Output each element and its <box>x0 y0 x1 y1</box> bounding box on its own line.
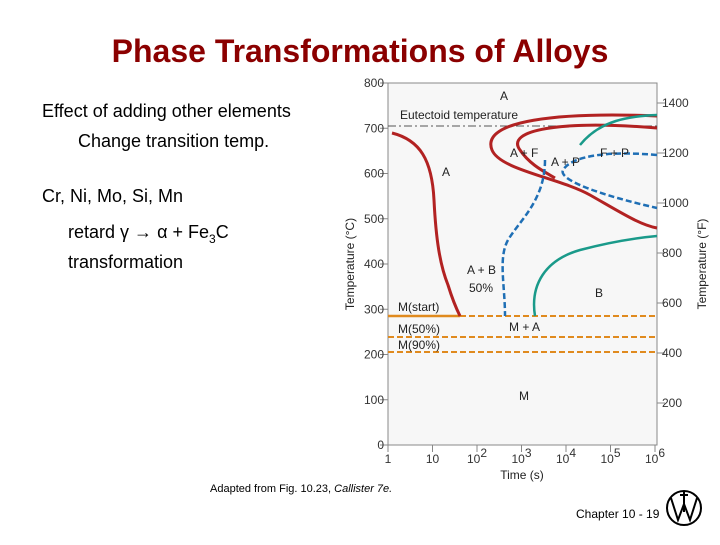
y-tick-label: 200 <box>364 348 384 362</box>
x-tick-label: 102 <box>467 446 487 466</box>
y-axis-label: Temperature (°C) <box>343 218 357 310</box>
region-label: M(start) <box>398 300 439 314</box>
x-tick-label: 103 <box>511 446 531 466</box>
x-tick-base: 10 <box>645 452 659 466</box>
region-label: A + P <box>551 155 580 169</box>
region-label: A <box>500 89 508 103</box>
footer: Chapter 10 - 19 <box>576 507 660 521</box>
y2-tick-label: 1400 <box>662 96 689 110</box>
x-ticks: 1 10 102 103 104 105 106 <box>385 445 665 466</box>
x-tick-label: 1 <box>385 452 392 466</box>
curve <box>516 123 658 180</box>
plot-frame <box>387 82 658 446</box>
product-end: C <box>216 222 229 242</box>
y-tick-label: 0 <box>377 438 384 452</box>
x-tick-exp: 2 <box>480 446 487 460</box>
y-tick-label: 800 <box>364 76 384 90</box>
y-tick-label: 100 <box>364 393 384 407</box>
region-label: M + A <box>509 320 540 334</box>
y2-tick-label: 1000 <box>662 196 689 210</box>
subscript: 3 <box>209 232 216 246</box>
curve <box>561 152 658 210</box>
y2-tick-label: 600 <box>662 296 682 310</box>
body-line: Effect of adding other elements <box>42 101 291 121</box>
y2-axis-label: Temperature (°F) <box>695 219 709 310</box>
retard: retard γ <box>68 222 129 242</box>
x-tick-base: 10 <box>556 452 570 466</box>
x-tick-base: 10 <box>600 452 614 466</box>
x-tick-label: 104 <box>556 446 576 466</box>
curve <box>391 131 462 317</box>
x-tick-base: 10 <box>426 452 440 466</box>
body-line: Cr, Ni, Mo, Si, Mn <box>42 186 183 206</box>
x-tick-exp: 3 <box>525 446 532 460</box>
body-line: transformation <box>68 252 183 272</box>
body-line: Change transition temp. <box>78 131 269 151</box>
logo <box>666 490 702 526</box>
title: Phase Transformations of Alloys <box>112 33 609 69</box>
x-tick-label: 106 <box>645 446 665 466</box>
x-tick-label: 10 <box>426 452 440 466</box>
y-tick-label: 700 <box>364 121 384 135</box>
curve <box>489 113 658 230</box>
y-ticks: 800 700 600 500 400 300 200 100 0 <box>364 76 388 452</box>
region-label: A + B <box>467 263 496 277</box>
body-line: retard γ → α + Fe3C <box>68 222 229 246</box>
region-label: M(50%) <box>398 322 440 336</box>
region-label: M(90%) <box>398 338 440 352</box>
caption-text: Adapted from Fig. 10.23, <box>210 483 334 495</box>
caption-italic: Callister 7e. <box>334 483 392 495</box>
x-tick-exp: 6 <box>658 446 665 460</box>
region-label: M <box>519 389 529 403</box>
curve <box>501 159 547 317</box>
curve <box>532 234 658 317</box>
y-tick-label: 400 <box>364 257 384 271</box>
product: α + Fe <box>157 222 209 242</box>
region-label: A + F <box>510 146 538 160</box>
x-tick-exp: 5 <box>614 446 621 460</box>
y2-tick-label: 400 <box>662 346 682 360</box>
arrow: → <box>134 222 152 242</box>
y2-tick-label: 200 <box>662 396 682 410</box>
caption: Adapted from Fig. 10.23, Callister 7e. <box>210 483 392 495</box>
x-tick-exp: 4 <box>569 446 576 460</box>
region-label: Eutectoid temperature <box>400 108 518 122</box>
body: Effect of adding other elements Change t… <box>42 101 291 272</box>
region-label: A <box>442 165 450 179</box>
y-tick-label: 500 <box>364 212 384 226</box>
y2-ticks: 1400 1200 1000 800 600 400 200 <box>657 96 689 410</box>
x-axis-label: Time (s) <box>500 468 544 482</box>
region-label: B <box>595 286 603 300</box>
x-tick-label: 105 <box>600 446 620 466</box>
region-label: 50% <box>469 281 493 295</box>
y2-tick-label: 1200 <box>662 146 689 160</box>
curve <box>579 113 658 146</box>
y-tick-label: 300 <box>364 302 384 316</box>
x-tick-base: 1 <box>385 452 392 466</box>
x-tick-base: 10 <box>467 452 481 466</box>
y-tick-label: 600 <box>364 167 384 181</box>
y2-tick-label: 800 <box>662 246 682 260</box>
region-label: F + P <box>600 146 629 160</box>
x-tick-base: 10 <box>511 452 525 466</box>
